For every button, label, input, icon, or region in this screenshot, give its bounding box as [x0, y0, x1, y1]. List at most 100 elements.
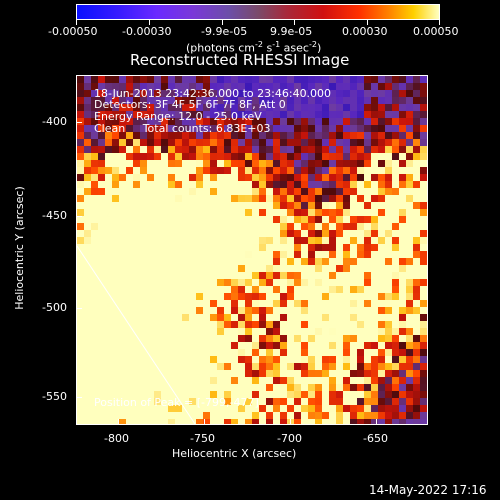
- image-pixel: [308, 202, 315, 209]
- image-pixel: [406, 377, 413, 384]
- image-pixel: [273, 272, 280, 279]
- image-pixel: [280, 195, 287, 202]
- image-pixel: [182, 349, 189, 356]
- image-pixel: [147, 132, 154, 139]
- image-pixel: [147, 153, 154, 160]
- image-pixel: [378, 258, 385, 265]
- image-pixel: [259, 237, 266, 244]
- image-pixel: [217, 153, 224, 160]
- image-pixel: [259, 321, 266, 328]
- image-pixel: [147, 97, 154, 104]
- image-pixel: [133, 279, 140, 286]
- image-pixel: [280, 412, 287, 419]
- image-pixel: [322, 251, 329, 258]
- image-pixel: [245, 181, 252, 188]
- image-pixel: [210, 391, 217, 398]
- image-pixel: [196, 181, 203, 188]
- image-pixel: [357, 321, 364, 328]
- image-pixel: [98, 167, 105, 174]
- image-pixel: [182, 160, 189, 167]
- image-pixel: [182, 391, 189, 398]
- image-pixel: [91, 328, 98, 335]
- image-pixel: [294, 272, 301, 279]
- image-pixel: [84, 398, 91, 405]
- image-pixel: [399, 370, 406, 377]
- image-pixel: [140, 314, 147, 321]
- image-pixel: [259, 188, 266, 195]
- image-pixel: [273, 83, 280, 90]
- image-pixel: [210, 328, 217, 335]
- image-pixel: [266, 286, 273, 293]
- image-pixel: [259, 76, 266, 83]
- image-pixel: [350, 363, 357, 370]
- image-pixel: [84, 188, 91, 195]
- image-pixel: [336, 90, 343, 97]
- image-pixel: [329, 321, 336, 328]
- image-pixel: [259, 251, 266, 258]
- image-pixel: [280, 398, 287, 405]
- image-pixel: [259, 300, 266, 307]
- image-pixel: [385, 76, 392, 83]
- image-pixel: [154, 237, 161, 244]
- image-pixel: [420, 328, 427, 335]
- image-pixel: [154, 216, 161, 223]
- image-pixel: [98, 321, 105, 328]
- image-pixel: [343, 146, 350, 153]
- image-pixel: [140, 398, 147, 405]
- image-pixel: [217, 146, 224, 153]
- image-pixel: [315, 146, 322, 153]
- image-pixel: [329, 251, 336, 258]
- image-pixel: [224, 335, 231, 342]
- image-pixel: [294, 244, 301, 251]
- image-pixel: [329, 279, 336, 286]
- image-pixel: [175, 174, 182, 181]
- image-pixel: [119, 405, 126, 412]
- image-pixel: [98, 391, 105, 398]
- image-pixel: [203, 216, 210, 223]
- image-pixel: [238, 160, 245, 167]
- image-pixel: [343, 342, 350, 349]
- image-pixel: [308, 216, 315, 223]
- image-pixel: [175, 83, 182, 90]
- image-pixel: [301, 181, 308, 188]
- image-pixel: [119, 279, 126, 286]
- image-pixel: [252, 132, 259, 139]
- image-pixel: [371, 139, 378, 146]
- colorbar-tick-label: 0.00050: [413, 25, 459, 38]
- image-pixel: [112, 223, 119, 230]
- image-pixel: [350, 153, 357, 160]
- image-pixel: [252, 405, 259, 412]
- image-pixel: [126, 251, 133, 258]
- image-pixel: [175, 412, 182, 419]
- image-pixel: [371, 132, 378, 139]
- image-pixel: [210, 174, 217, 181]
- image-pixel: [308, 391, 315, 398]
- image-pixel: [322, 377, 329, 384]
- image-pixel: [273, 97, 280, 104]
- image-pixel: [245, 342, 252, 349]
- image-pixel: [224, 370, 231, 377]
- image-pixel: [385, 307, 392, 314]
- image-pixel: [91, 76, 98, 83]
- image-pixel: [350, 118, 357, 125]
- x-axis-tick: [376, 419, 377, 425]
- image-pixel: [322, 328, 329, 335]
- image-pixel: [119, 349, 126, 356]
- image-pixel: [224, 160, 231, 167]
- image-pixel: [399, 286, 406, 293]
- image-pixel: [77, 139, 84, 146]
- image-pixel: [91, 223, 98, 230]
- image-pixel: [294, 181, 301, 188]
- image-pixel: [392, 384, 399, 391]
- image-pixel: [168, 384, 175, 391]
- image-pixel: [294, 139, 301, 146]
- image-pixel: [287, 258, 294, 265]
- image-pixel: [329, 209, 336, 216]
- image-pixel: [203, 97, 210, 104]
- image-pixel: [357, 342, 364, 349]
- image-pixel: [133, 188, 140, 195]
- image-pixel: [112, 237, 119, 244]
- image-pixel: [140, 118, 147, 125]
- image-pixel: [413, 391, 420, 398]
- image-pixel: [203, 391, 210, 398]
